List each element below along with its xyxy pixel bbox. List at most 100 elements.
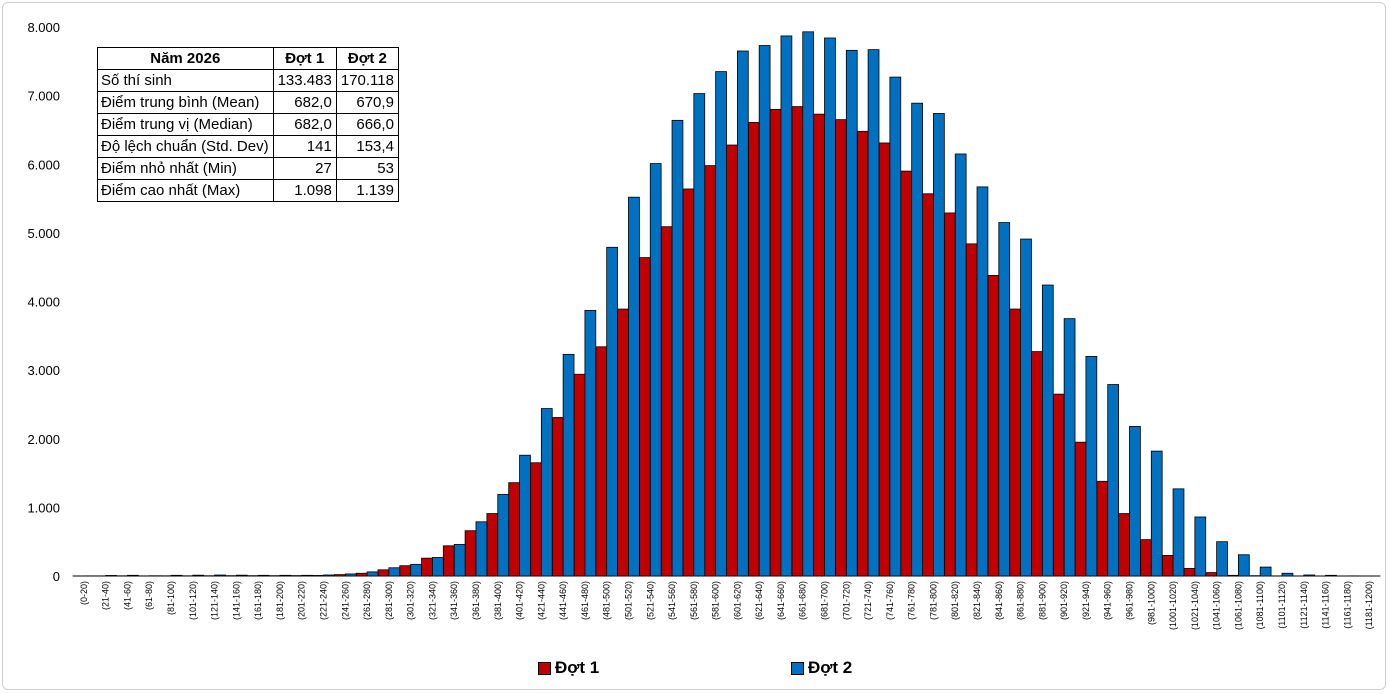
x-tick-label: (521-540) <box>645 581 655 620</box>
x-tick-label: (1061-1080) <box>1233 581 1243 630</box>
x-tick-label: (141-160) <box>231 581 241 620</box>
x-tick-label: (561-580) <box>689 581 699 620</box>
x-tick-label: (1001-1020) <box>1168 581 1178 630</box>
bar-series2 <box>301 574 314 577</box>
bar-series2 <box>1259 566 1272 577</box>
table-row: Điểm trung bình (Mean) 682,0 670,9 <box>97 91 399 114</box>
bar-series1 <box>595 346 608 577</box>
x-tick-label: (1101-1120) <box>1277 581 1287 629</box>
table-row: Số thí sinh 133.483 170.118 <box>97 69 399 92</box>
legend-swatch-dot2 <box>791 661 804 675</box>
bar-series1 <box>508 482 520 577</box>
row-label: Số thí sinh <box>97 69 274 92</box>
bar-series2 <box>366 571 379 577</box>
bar-series1 <box>617 308 629 577</box>
row-value-dot2: 153,4 <box>335 135 399 158</box>
table-header-year: Năm 2026 <box>97 47 274 70</box>
bar-series2 <box>933 113 945 577</box>
bar-series2 <box>758 45 771 577</box>
bar-series2 <box>976 186 989 577</box>
x-tick-label: (201-220) <box>297 581 307 620</box>
bar-series2 <box>736 50 749 577</box>
bar-series2 <box>802 31 815 577</box>
bar-series1 <box>769 108 782 577</box>
bar-series1 <box>813 113 825 577</box>
x-tick-label: (1081-1100) <box>1255 581 1265 629</box>
table-row: Điểm nhỏ nhất (Min) 27 53 <box>97 157 399 180</box>
y-tick-label: 8.000 <box>27 20 60 35</box>
bar-series1 <box>551 417 564 577</box>
x-tick-label: (281-300) <box>384 581 394 620</box>
bar-series1 <box>355 572 368 577</box>
chart-legend: Đợt 1 Đợt 2 <box>0 658 1390 682</box>
bar-series2 <box>170 574 183 577</box>
bar-series2 <box>1172 488 1185 577</box>
x-tick-label: (121-140) <box>210 581 220 620</box>
y-tick-label: 4.000 <box>27 295 60 310</box>
y-tick-label: 6.000 <box>27 157 60 172</box>
row-value-dot2: 670,9 <box>335 91 399 114</box>
x-tick-label: (321-340) <box>427 581 437 620</box>
x-tick-label: (181-200) <box>275 581 285 620</box>
y-tick-label: 2.000 <box>27 432 60 447</box>
bar-series2 <box>671 119 684 577</box>
x-tick-label: (581-600) <box>711 581 721 620</box>
bar-series2 <box>1303 574 1316 577</box>
bar-series2 <box>867 49 880 577</box>
y-tick-label: 0 <box>53 569 60 584</box>
bar-series1 <box>1096 480 1109 577</box>
x-tick-label: (241-260) <box>340 581 350 620</box>
bar-series1 <box>1139 539 1152 577</box>
bar-series1 <box>835 119 847 577</box>
x-tick-label: (301-320) <box>406 581 416 620</box>
row-label: Độ lệch chuẩn (Std. Dev) <box>97 135 274 158</box>
bar-series2 <box>1281 572 1294 577</box>
legend-label-dot2: Đợt 2 <box>808 658 853 677</box>
bar-series1 <box>421 557 433 577</box>
row-value-dot1: 682,0 <box>272 91 337 114</box>
x-tick-label: (801-820) <box>950 581 960 620</box>
bar-series2 <box>584 310 597 577</box>
table-row: Điểm cao nhất (Max) 1.098 1.139 <box>97 179 399 202</box>
bar-series2 <box>1194 516 1207 577</box>
bar-series1 <box>1118 513 1130 577</box>
legend-item-dot1: Đợt 1 <box>538 658 599 678</box>
x-tick-label: (461-480) <box>580 581 590 620</box>
bar-series1 <box>1052 393 1065 577</box>
bar-series1 <box>377 569 390 577</box>
x-tick-label: (981-1000) <box>1146 581 1156 625</box>
x-tick-label: (21-40) <box>101 581 111 610</box>
x-tick-label: (1041-1060) <box>1212 581 1222 630</box>
bar-series1 <box>922 193 934 577</box>
x-tick-label: (1021-1040) <box>1190 581 1200 630</box>
bar-series1 <box>1205 572 1218 577</box>
x-tick-label: (701-720) <box>841 581 851 620</box>
bar-series1 <box>1009 308 1021 577</box>
bars <box>72 31 1381 577</box>
legend-swatch-dot1 <box>538 661 551 675</box>
bar-series1 <box>878 142 891 577</box>
row-label: Điểm nhỏ nhất (Min) <box>97 157 274 180</box>
bar-series1 <box>399 565 412 577</box>
bar-series1 <box>1031 351 1043 577</box>
y-axis-labels: 0 1.000 2.000 3.000 4.000 5.000 6.000 7.000 8.00… <box>27 20 60 584</box>
bar-series1 <box>987 275 1000 577</box>
bar-series2 <box>824 37 836 577</box>
bar-series2 <box>998 222 1011 577</box>
x-axis-labels: (0-20) (21-40) (41-60) (61-80) (81-100) (101-… <box>79 581 1374 630</box>
x-tick-label: (61-80) <box>144 581 154 610</box>
bar-series2 <box>780 35 793 577</box>
y-tick-label: 1.000 <box>27 500 60 515</box>
bar-series2 <box>715 71 727 577</box>
bar-series1 <box>856 130 869 577</box>
bar-series2 <box>214 574 226 577</box>
row-label: Điểm trung vị (Median) <box>97 113 274 136</box>
table-row: Điểm trung vị (Median) 682,0 666,0 <box>97 113 399 136</box>
bar-series2 <box>1041 284 1054 577</box>
x-tick-label: (941-960) <box>1103 581 1113 620</box>
x-tick-label: (661-680) <box>798 581 808 620</box>
bar-series2 <box>606 246 618 577</box>
x-tick-label: (501-520) <box>623 581 633 620</box>
bar-series1 <box>704 165 717 577</box>
row-label: Điểm trung bình (Mean) <box>97 91 274 114</box>
